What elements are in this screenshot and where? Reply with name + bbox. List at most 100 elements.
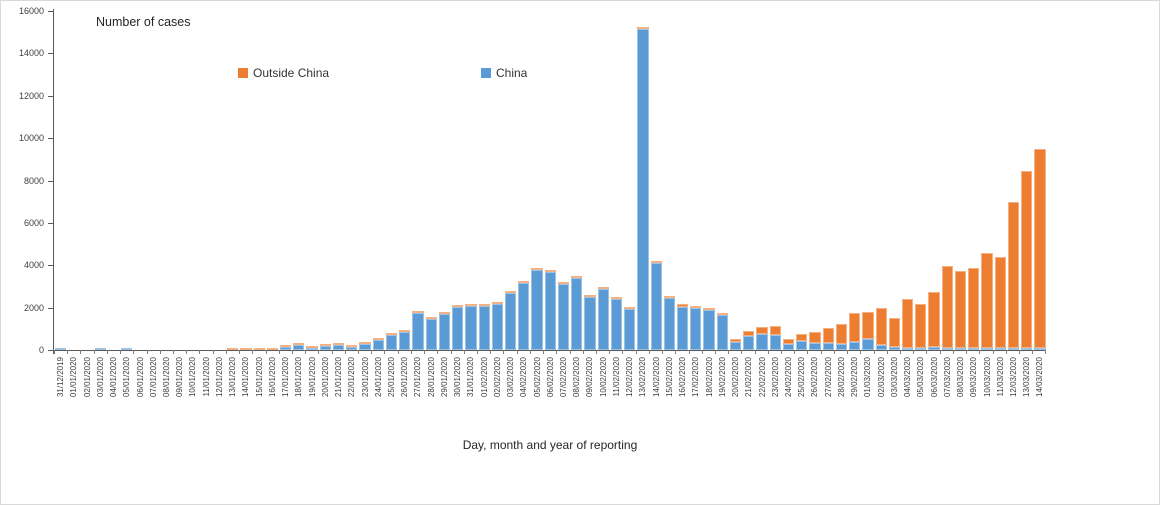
x-tick-label-text: 06/03/2020 (929, 357, 939, 398)
x-tick-label: 12/01/2020 (213, 357, 226, 429)
x-tick-label: 25/02/2020 (795, 357, 808, 429)
x-tick-mark (994, 350, 1007, 354)
x-tick-label: 26/02/2020 (808, 357, 821, 429)
bar-07/02/2020 (557, 282, 570, 350)
x-tick-label-text: 03/03/2020 (889, 357, 899, 398)
x-tick-label: 28/02/2020 (835, 357, 848, 429)
bar-segment-outside-china (478, 303, 490, 306)
x-tick-mark (134, 350, 148, 354)
bar-03/03/2020 (888, 317, 901, 350)
bar-segment-china (55, 348, 67, 350)
bar-segment-outside-china (504, 291, 517, 294)
x-tick-label: 10/02/2020 (597, 357, 610, 429)
y-axis: 0 2000 4000 6000 8000 10000 12000 14000 16000 (1, 6, 53, 355)
bar-05/03/2020 (914, 303, 927, 350)
bar-segment-china (835, 343, 848, 350)
y-tick-mark (48, 95, 53, 97)
bar-segment-china (954, 348, 967, 350)
x-tick-mark (148, 350, 161, 354)
x-tick-label-text: 24/01/2020 (373, 357, 383, 398)
bar-segment-outside-china (690, 305, 702, 308)
x-tick-label: 03/03/2020 (888, 357, 901, 429)
x-tick-label-text: 30/01/2020 (453, 357, 463, 398)
x-tick-label-text: 29/01/2020 (439, 357, 449, 398)
x-tick-label: 10/01/2020 (186, 357, 199, 429)
x-tick-mark (557, 350, 571, 354)
bar-18/02/2020 (702, 307, 715, 350)
x-tick-mark (81, 350, 95, 354)
y-tick-label: 16000 (18, 6, 44, 16)
bar-segment-outside-china (835, 323, 848, 344)
bar-17/02/2020 (689, 305, 702, 350)
x-tick-label: 02/01/2020 (80, 357, 93, 429)
x-tick-label: 12/02/2020 (623, 357, 636, 429)
x-tick-label-text: 27/02/2020 (823, 357, 833, 398)
bar-segment-outside-china (306, 346, 318, 348)
x-tick-label: 13/02/2020 (636, 357, 649, 429)
x-tick-label-text: 10/03/2020 (982, 357, 992, 398)
bar-12/02/2020 (623, 307, 636, 350)
bar-segment-china (279, 346, 292, 350)
x-tick-label: 17/01/2020 (279, 357, 292, 429)
x-tick-mark (795, 350, 809, 354)
x-tick-label: 01/03/2020 (861, 357, 874, 429)
bar-05/02/2020 (530, 267, 543, 350)
x-tick-mark (214, 350, 227, 354)
bar-segment-china (504, 293, 517, 350)
bar-segment-china (544, 271, 556, 350)
bar-29/02/2020 (848, 312, 861, 350)
bar-segment-outside-china (677, 304, 689, 308)
x-tick-label: 03/01/2020 (94, 357, 107, 429)
y-tick-mark (48, 11, 53, 12)
x-tick-mark (914, 350, 928, 354)
x-tick-label: 31/01/2020 (464, 357, 477, 429)
x-tick-label-text: 18/01/2020 (294, 357, 304, 398)
bar-segment-outside-china (915, 303, 927, 348)
x-tick-mark (769, 350, 783, 354)
bar-segment-china (412, 313, 424, 350)
x-tick-mark (504, 350, 518, 354)
bar-segment-outside-china (849, 312, 861, 342)
x-tick-mark (108, 350, 122, 354)
bar-segment-outside-china (954, 271, 967, 348)
x-tick-mark (174, 350, 188, 354)
bar-segment-outside-china (928, 291, 940, 347)
bar-segment-outside-china (584, 295, 596, 298)
bar-segment-china (359, 343, 371, 350)
x-tick-mark (227, 350, 241, 354)
bar-segment-outside-china (650, 260, 662, 263)
x-tick-label-text: 15/01/2020 (254, 357, 264, 398)
y-tick-mark (48, 180, 53, 182)
x-tick-mark (491, 350, 505, 354)
x-tick-label-text: 14/03/2020 (1035, 357, 1045, 398)
bar-segment-outside-china (425, 317, 437, 320)
bar-segment-china (319, 346, 331, 350)
x-tick-mark (68, 350, 82, 354)
bar-14/02/2020 (650, 260, 663, 350)
y-tick-label: 10000 (18, 133, 44, 144)
x-tick-label: 02/02/2020 (491, 357, 504, 429)
x-tick-label-text: 11/02/2020 (611, 357, 621, 397)
bar-segment-outside-china (796, 334, 808, 341)
x-tick-mark (623, 350, 637, 354)
y-tick-mark (48, 350, 53, 351)
x-tick-label-text: 28/02/2020 (836, 357, 846, 398)
bar-segment-outside-china (385, 333, 398, 336)
x-tick-mark (452, 350, 465, 354)
bar-26/01/2020 (398, 330, 411, 350)
x-tick-mark (465, 350, 478, 354)
bar-28/01/2020 (425, 317, 438, 350)
bar-segment-china (1007, 348, 1020, 350)
bar-segment-outside-china (862, 311, 874, 339)
x-tick-label: 30/01/2020 (451, 357, 464, 429)
bar-02/02/2020 (491, 301, 504, 350)
x-tick-label: 21/02/2020 (742, 357, 755, 429)
bar-segment-china (743, 336, 755, 350)
x-tick-mark (240, 350, 254, 354)
bar-segment-outside-china (279, 344, 292, 347)
bar-23/02/2020 (769, 325, 782, 350)
bar-segment-china (716, 315, 728, 350)
bar-28/02/2020 (835, 323, 848, 350)
bar-26/02/2020 (808, 331, 821, 350)
x-tick-label: 03/02/2020 (504, 357, 517, 429)
